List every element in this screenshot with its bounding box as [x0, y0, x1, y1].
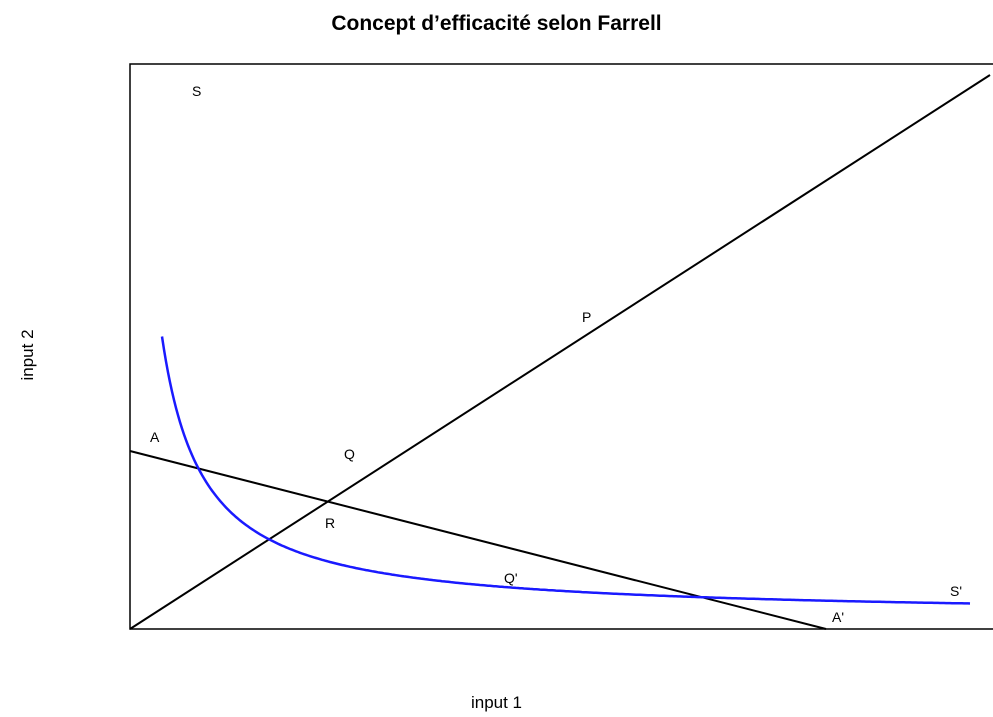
chart-title: Concept d’efficacité selon Farrell	[331, 12, 662, 35]
label-a: A	[150, 429, 160, 445]
label-s: S	[192, 83, 201, 99]
x-axis-label: input 1	[470, 693, 523, 712]
label-q-prime: Q'	[504, 570, 518, 586]
label-s-prime: S'	[950, 583, 962, 599]
label-q: Q	[344, 446, 355, 462]
label-p: P	[582, 309, 591, 325]
y-axis-label: input 2	[18, 329, 37, 381]
label-r: R	[325, 515, 335, 531]
label-a-prime: A'	[832, 609, 844, 625]
budget-line	[129, 450, 827, 630]
isoquant-curve	[160, 336, 971, 605]
ray-line	[129, 74, 991, 630]
plot-frame	[129, 63, 993, 630]
